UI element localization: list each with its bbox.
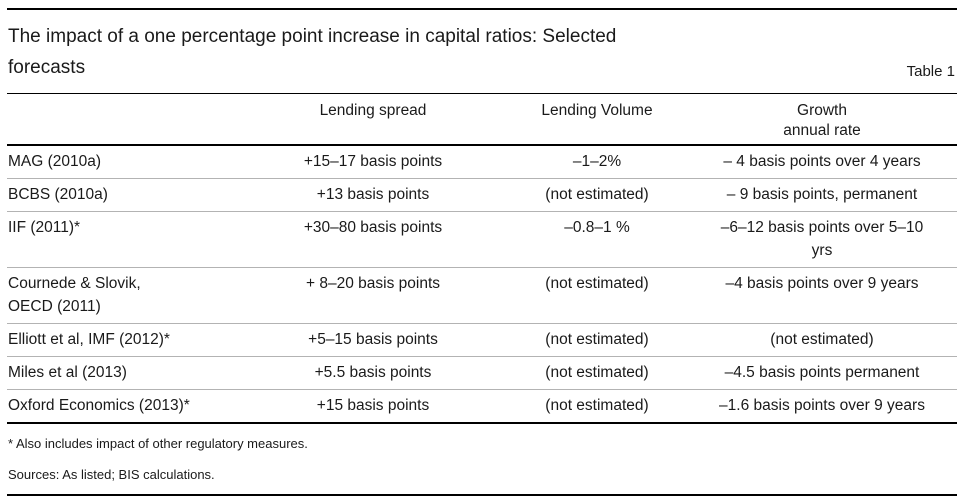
header-row: Lending spread Lending Volume Growth ann… (7, 94, 957, 146)
cell-lending-volume: (not estimated) (545, 186, 649, 203)
footnote: * Also includes impact of other regulato… (8, 436, 308, 451)
cell-lending-volume: (not estimated) (545, 364, 649, 381)
cell-growth: – 4 basis points over 4 years (723, 153, 921, 170)
table-header: Lending spread Lending Volume Growth ann… (7, 94, 957, 146)
forecasts-table: Lending spread Lending Volume Growth ann… (7, 94, 957, 424)
cell-lending-spread: +5–15 basis points (308, 331, 438, 348)
table-row-mag: MAG (2010a) +15–17 basis points –1–2% – … (7, 145, 957, 179)
cell-lending-volume: –1–2% (572, 153, 622, 170)
cell-lending-spread: +13 basis points (316, 186, 430, 203)
cell-growth: –6–12 basis points over 5–10 yrs (720, 219, 924, 259)
column-header-growth: Growth annual rate (687, 94, 957, 146)
title-block: The impact of a one percentage point inc… (7, 10, 957, 93)
table-row-cournede-oecd: Cournede & Slovik, OECD (2011) + 8–20 ba… (7, 268, 957, 324)
cell-study: Cournede & Slovik, OECD (2011) (8, 275, 141, 315)
table-title: The impact of a one percentage point inc… (8, 26, 617, 78)
cell-study: Elliott et al, IMF (2012)* (8, 331, 170, 348)
cell-growth: – 9 basis points, permanent (726, 186, 918, 203)
cell-study: MAG (2010a) (8, 153, 102, 170)
cell-lending-volume: (not estimated) (545, 397, 649, 414)
table-row-oxford-economics: Oxford Economics (2013)* +15 basis point… (7, 390, 957, 423)
column-header-lending-volume: Lending Volume (507, 94, 687, 146)
top-rule (7, 8, 957, 10)
cell-growth: –1.6 basis points over 9 years (719, 397, 925, 414)
cell-lending-spread: +15–17 basis points (303, 153, 443, 170)
sources-note: Sources: As listed; BIS calculations. (8, 467, 215, 482)
cell-growth: –4.5 basis points permanent (724, 364, 920, 381)
cell-lending-spread: +30–80 basis points (303, 219, 443, 236)
cell-study: Oxford Economics (2013)* (8, 397, 190, 414)
column-header-lending-spread: Lending spread (239, 94, 507, 146)
table-row-bcbs: BCBS (2010a) +13 basis points (not estim… (7, 179, 957, 212)
table-row-iif: IIF (2011)* +30–80 basis points –0.8–1 %… (7, 212, 957, 268)
cell-lending-spread: +15 basis points (316, 397, 430, 414)
cell-lending-spread: + 8–20 basis points (306, 275, 440, 292)
header-top-rule (7, 93, 957, 94)
cell-growth: (not estimated) (770, 331, 874, 348)
cell-study: BCBS (2010a) (8, 186, 108, 203)
cell-study: IIF (2011)* (8, 219, 81, 236)
column-header-study (7, 94, 239, 146)
cell-study: Miles et al (2013) (8, 364, 127, 381)
cell-lending-volume: (not estimated) (545, 331, 649, 348)
bottom-rule (7, 494, 957, 496)
cell-growth: –4 basis points over 9 years (725, 275, 919, 292)
cell-lending-volume: –0.8–1 % (564, 219, 630, 236)
table-row-elliott-imf: Elliott et al, IMF (2012)* +5–15 basis p… (7, 324, 957, 357)
cell-lending-spread: +5.5 basis points (314, 364, 432, 381)
table-number: Table 1 (906, 63, 955, 80)
cell-lending-volume: (not estimated) (545, 275, 649, 292)
table-body: MAG (2010a) +15–17 basis points –1–2% – … (7, 145, 957, 423)
table-row-miles: Miles et al (2013) +5.5 basis points (no… (7, 357, 957, 390)
